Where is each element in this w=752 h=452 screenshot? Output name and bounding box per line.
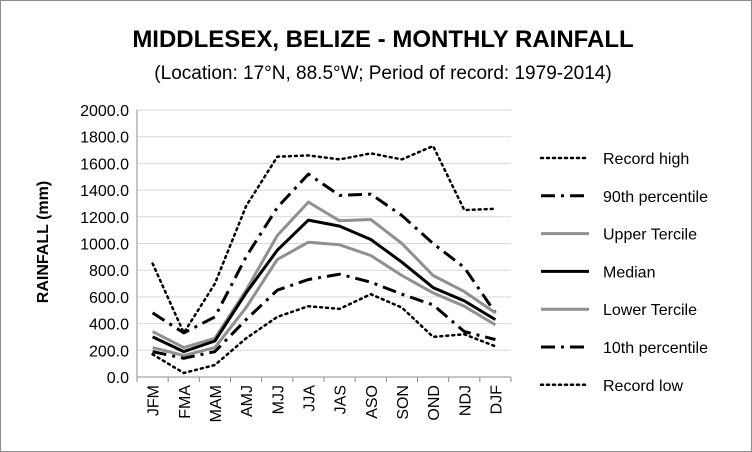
x-tick-label: JFM [146, 385, 163, 416]
series-line [152, 240, 497, 358]
x-tick-label: NDJ [457, 385, 474, 416]
series-line [151, 200, 497, 350]
series-line [152, 272, 496, 360]
legend-label: 10th percentile [603, 340, 708, 357]
y-axis-title: RAINFALL (mm) [35, 181, 52, 303]
y-tick-label: 0.0 [107, 370, 129, 387]
y-tick-label: 400.0 [89, 317, 129, 334]
series-line [151, 172, 497, 335]
y-tick-label: 1600.0 [80, 156, 129, 173]
legend-label: Lower Tercile [603, 302, 697, 319]
y-tick-label: 2000.0 [80, 103, 129, 120]
series-line [151, 218, 497, 354]
x-tick-label: OND [426, 385, 443, 421]
legend-label: Record low [603, 378, 683, 395]
y-tick-label: 1200.0 [80, 210, 129, 227]
legend-label: Record high [603, 151, 689, 168]
y-tick-label: 600.0 [89, 290, 129, 307]
x-tick-label: DJF [488, 385, 505, 415]
x-tick-label: AMJ [239, 385, 256, 417]
legend-label: Median [603, 264, 655, 281]
series-lines [151, 144, 497, 375]
x-tick-label: MAM [208, 385, 225, 422]
series-line [151, 144, 497, 335]
x-tick-label: JJA [301, 385, 318, 412]
y-tick-label: 200.0 [89, 343, 129, 360]
axes: 0.0 200.0 400.0 600.0 800.0 1000.0 1200.0 1400.… [80, 103, 512, 422]
series-line [151, 292, 497, 375]
legend-label: 90th percentile [603, 189, 708, 206]
chart-subtitle: (Location: 17°N, 88.5°W; Period of recor… [154, 63, 611, 84]
y-tick-label: 1000.0 [80, 237, 129, 254]
y-tick-label: 1400.0 [80, 183, 129, 200]
y-tick-label: 1800.0 [80, 130, 129, 147]
legend: Record high 90th percentile Upper Tercile M… [539, 151, 708, 395]
x-tick-label: MJJ [270, 385, 287, 414]
y-tick-label: 800.0 [89, 263, 129, 280]
chart-title: MIDDLESEX, BELIZE - MONTHLY RAINFALL [132, 26, 633, 53]
x-tick-label: JAS [333, 385, 350, 414]
x-tick-label: FMA [177, 385, 194, 419]
legend-label: Upper Tercile [603, 227, 697, 244]
x-tick-label: ASO [364, 385, 381, 419]
x-tick-label: SON [395, 385, 412, 420]
